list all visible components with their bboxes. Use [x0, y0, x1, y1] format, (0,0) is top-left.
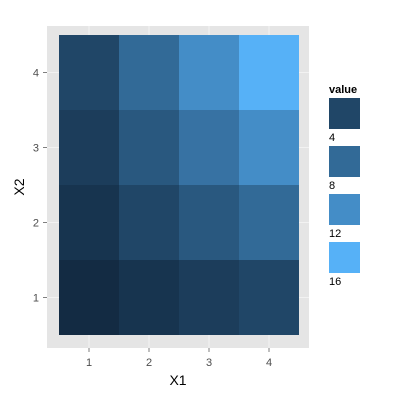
legend-label: 8 [329, 180, 335, 192]
y-tick-label: 4 [33, 68, 39, 80]
x-tick-label: 3 [206, 357, 212, 369]
y-tick-label: 2 [33, 218, 39, 230]
heatmap-cell [179, 110, 239, 185]
legend-swatch [329, 146, 360, 177]
x-axis-ticks: 1 2 3 4 [86, 348, 272, 369]
heatmap-cell [179, 185, 239, 260]
x-tick-label: 2 [146, 357, 152, 369]
legend-title: value [329, 84, 357, 96]
heatmap-cell [179, 260, 239, 335]
heatmap-cell [59, 110, 119, 185]
y-tick-label: 1 [33, 293, 39, 305]
heatmap-cell [119, 35, 179, 110]
y-axis-ticks: 1 2 3 4 [33, 68, 47, 305]
heatmap-cell [179, 35, 239, 110]
heatmap-cell [239, 260, 299, 335]
legend-swatch [329, 242, 360, 273]
x-tick-label: 1 [86, 357, 92, 369]
legend-swatch [329, 194, 360, 225]
legend-label: 16 [329, 276, 341, 288]
heatmap-cell [59, 185, 119, 260]
x-axis-title: X1 [169, 372, 186, 388]
heatmap-cell [59, 35, 119, 110]
heatmap-cell [59, 260, 119, 335]
heatmap-cell [119, 110, 179, 185]
y-tick-label: 3 [33, 143, 39, 155]
heatmap-cell [239, 110, 299, 185]
heatmap-cell [119, 260, 179, 335]
heatmap-cell [239, 35, 299, 110]
legend-swatch [329, 98, 360, 129]
legend-label: 4 [329, 132, 335, 144]
heatmap-cells [59, 35, 299, 335]
legend-label: 12 [329, 228, 341, 240]
x-tick-label: 4 [266, 357, 272, 369]
heatmap-cell [119, 185, 179, 260]
legend: value 4 8 12 16 [329, 84, 360, 288]
y-axis-title: X2 [11, 178, 27, 195]
heatmap-cell [239, 185, 299, 260]
